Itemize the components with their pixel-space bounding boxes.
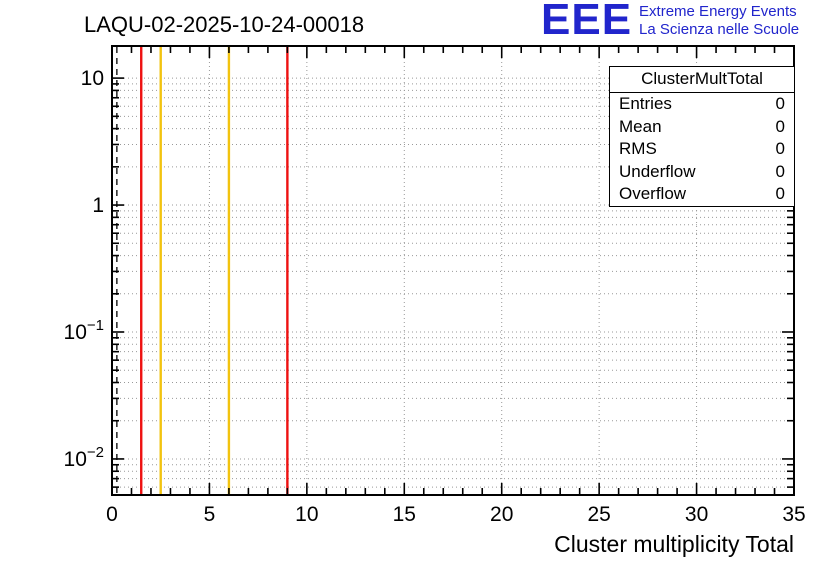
stats-value: 0 [775, 161, 785, 181]
plot-frame [111, 45, 795, 496]
stats-value: 0 [775, 184, 785, 204]
x-tick-label: 20 [490, 503, 513, 526]
plot-title: LAQU-02-2025-10-24-00018 [84, 12, 365, 37]
x-axis-title: Cluster multiplicity Total [554, 531, 794, 557]
y-tick-label: 1 [92, 194, 104, 217]
eee-logo-line1: Extreme Energy Events [639, 3, 797, 20]
stats-row-overflow: Overflow 0 [610, 183, 794, 206]
stats-row-mean: Mean 0 [610, 116, 794, 139]
x-tick-label: 25 [587, 503, 610, 526]
eee-logo-subtitle: Extreme Energy Events La Scienza nelle S… [639, 3, 799, 39]
x-tick-label: 30 [685, 503, 708, 526]
y-tick-label: 10 [81, 67, 104, 90]
stats-label: Entries [619, 94, 672, 113]
stats-label: Overflow [619, 184, 687, 204]
eee-logo-text: EEE [541, 0, 633, 44]
stats-row-underflow: Underflow 0 [610, 161, 794, 184]
x-tick-label: 10 [295, 503, 318, 526]
eee-logo: EEE Extreme Energy Events La Scienza nel… [541, 0, 799, 44]
stats-value: 0 [775, 94, 785, 113]
eee-logo-line2: La Scienza nelle Scuole [639, 21, 800, 38]
stats-value: 0 [775, 139, 785, 159]
stats-label: Underflow [619, 161, 696, 181]
stats-value: 0 [775, 116, 785, 136]
stats-row-entries: Entries 0 [610, 93, 794, 116]
stats-label: RMS [619, 139, 657, 159]
x-tick-label: 5 [204, 503, 216, 526]
x-tick-label: 0 [106, 503, 118, 526]
stats-box-title: ClusterMultTotal [610, 67, 794, 93]
stats-label: Mean [619, 116, 662, 136]
x-tick-label: 15 [393, 503, 416, 526]
y-tick-label: 10−1 [64, 317, 104, 344]
x-tick-label: 35 [782, 503, 805, 526]
stats-row-rms: RMS 0 [610, 138, 794, 161]
y-tick-label: 10−2 [64, 444, 104, 471]
stats-box: ClusterMultTotal Entries 0 Mean 0 RMS 0 … [609, 66, 795, 207]
